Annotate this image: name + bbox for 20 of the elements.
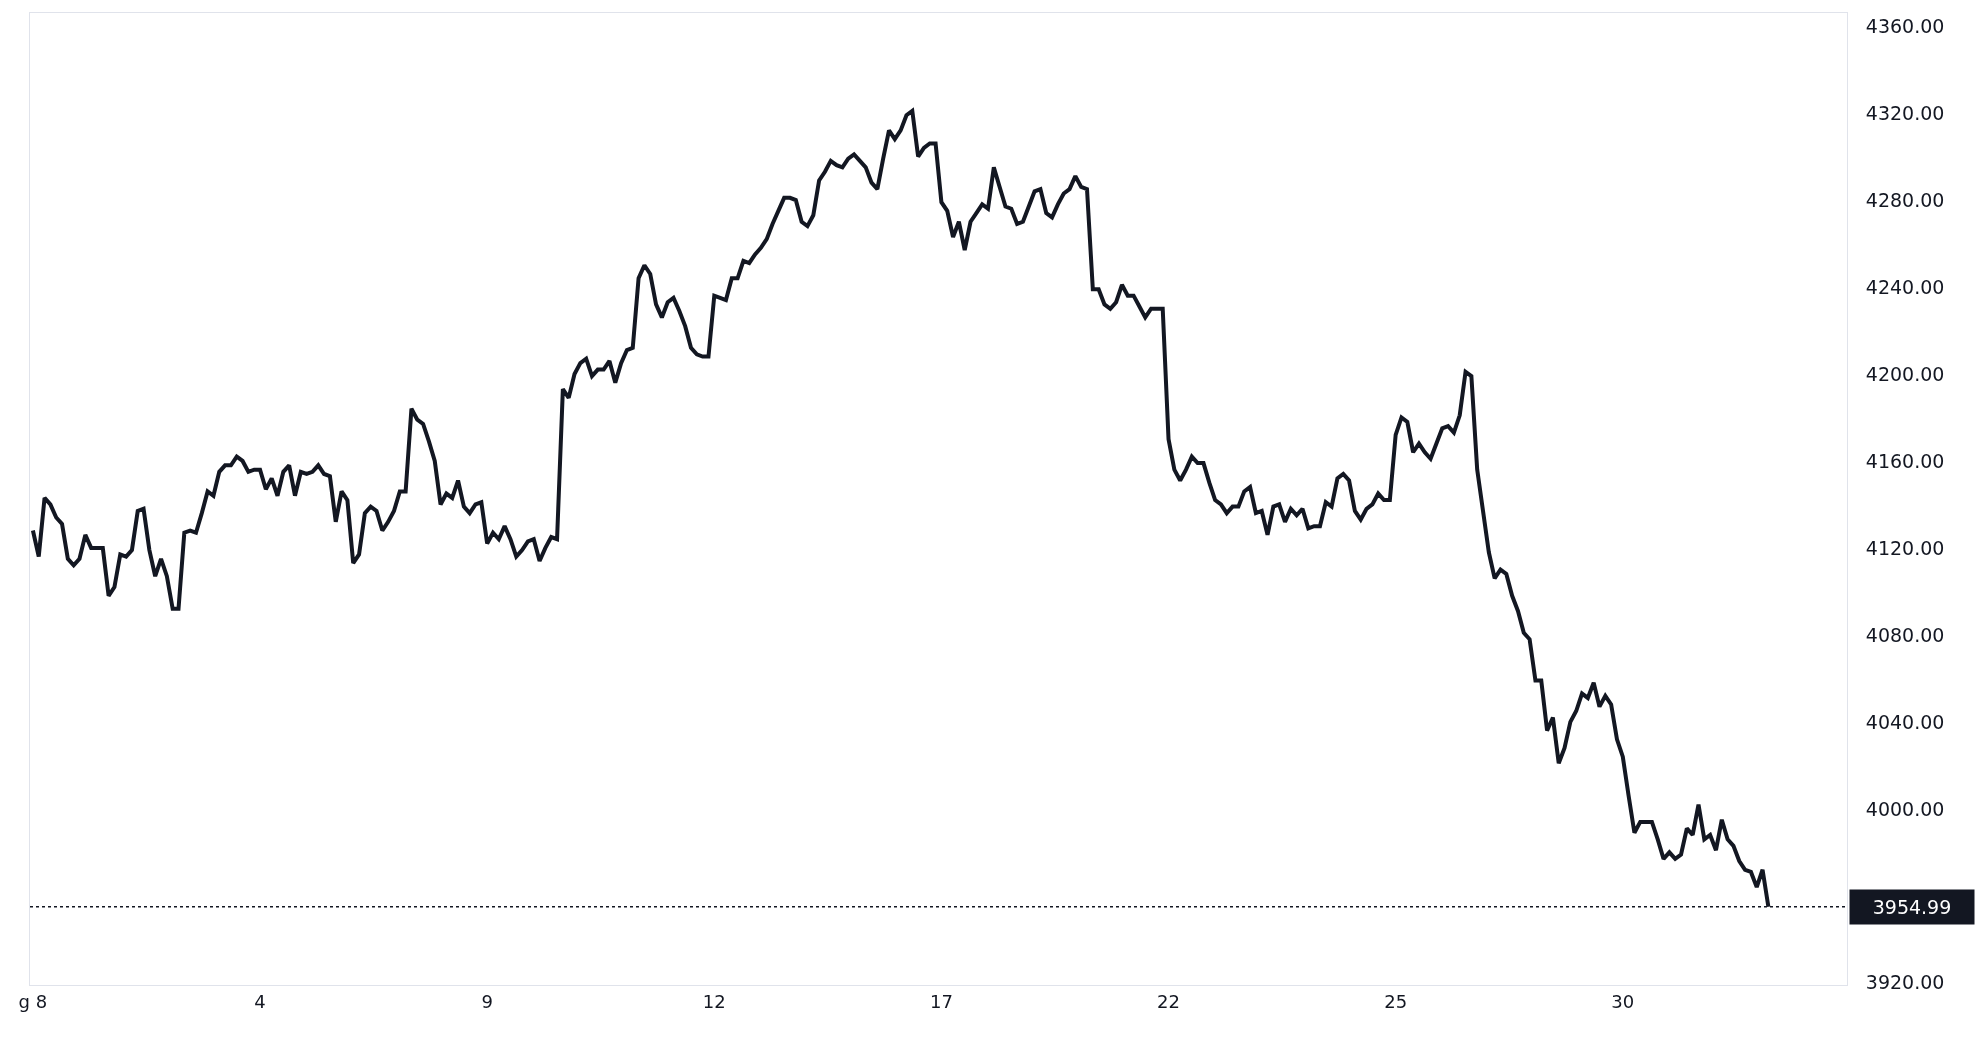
x-tick-label: 12 bbox=[702, 990, 726, 1012]
y-tick-label: 4200.00 bbox=[1865, 362, 1945, 385]
y-tick-label: 4160.00 bbox=[1865, 449, 1945, 472]
y-tick-label: 4040.00 bbox=[1865, 710, 1945, 733]
x-tick-label: 9 bbox=[481, 990, 493, 1012]
y-tick-label: 4280.00 bbox=[1865, 188, 1945, 211]
y-tick-label: 4240.00 bbox=[1865, 275, 1945, 298]
x-tick-label: 30 bbox=[1611, 990, 1635, 1012]
y-tick-label: 3920.00 bbox=[1865, 971, 1945, 994]
y-tick-label: 4360.00 bbox=[1865, 14, 1945, 37]
x-tick-label: 4 bbox=[254, 990, 266, 1012]
y-tick-label: 4080.00 bbox=[1865, 623, 1945, 646]
ref-line-label: 3954.99 bbox=[1872, 896, 1952, 918]
x-tick-label: 22 bbox=[1157, 990, 1180, 1012]
x-tick-label: 25 bbox=[1384, 990, 1408, 1012]
y-tick-label: 4000.00 bbox=[1865, 797, 1945, 820]
x-tick-label: g 8 bbox=[18, 990, 48, 1012]
y-tick-label: 4320.00 bbox=[1865, 101, 1945, 124]
y-tick-label: 4120.00 bbox=[1865, 536, 1945, 559]
x-tick-label: 17 bbox=[929, 990, 953, 1012]
